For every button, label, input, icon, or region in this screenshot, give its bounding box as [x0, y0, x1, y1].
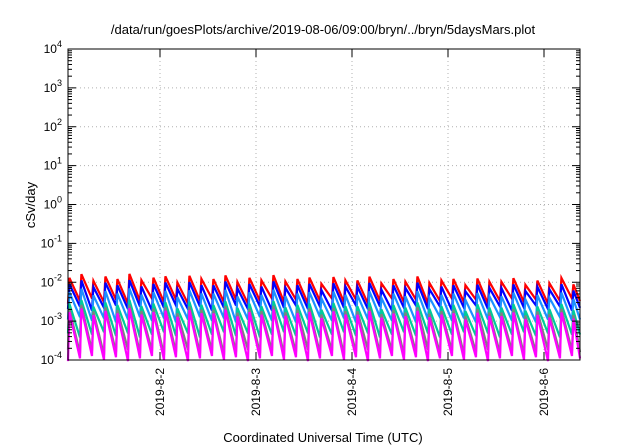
- x-tick-label: 2019-8-6: [537, 368, 551, 416]
- x-tick-labels: 2019-8-2 2019-8-3 2019-8-4 2019-8-5 2019-8-6: [153, 368, 551, 416]
- y-tick-label: 100: [44, 195, 62, 212]
- y-tick-label: 104: [44, 39, 62, 56]
- x-axis-label: Coordinated Universal Time (UTC): [223, 430, 422, 445]
- x-tick-label: 2019-8-4: [345, 368, 359, 416]
- y-axis-label: cSv/day: [23, 181, 38, 228]
- chart-title: /data/run/goesPlots/archive/2019-08-06/0…: [111, 22, 536, 37]
- y-tick-label: 10-1: [41, 233, 62, 250]
- y-tick-label: 102: [44, 117, 62, 134]
- y-tick-label: 10-3: [41, 311, 62, 328]
- y-tick-label: 10-4: [41, 350, 62, 367]
- x-tick-label: 2019-8-5: [441, 368, 455, 416]
- x-tick-label: 2019-8-2: [153, 368, 167, 416]
- y-tick-labels: 10-4 10-3 10-2 10-1 100 101 102 103 104: [41, 39, 62, 367]
- series-line: [66, 307, 582, 362]
- y-tick-label: 101: [44, 156, 62, 173]
- ticks: [68, 48, 580, 361]
- y-tick-label: 10-2: [41, 272, 62, 289]
- series-layer: [66, 273, 582, 362]
- x-tick-label: 2019-8-3: [249, 368, 263, 416]
- y-tick-label: 103: [44, 78, 62, 95]
